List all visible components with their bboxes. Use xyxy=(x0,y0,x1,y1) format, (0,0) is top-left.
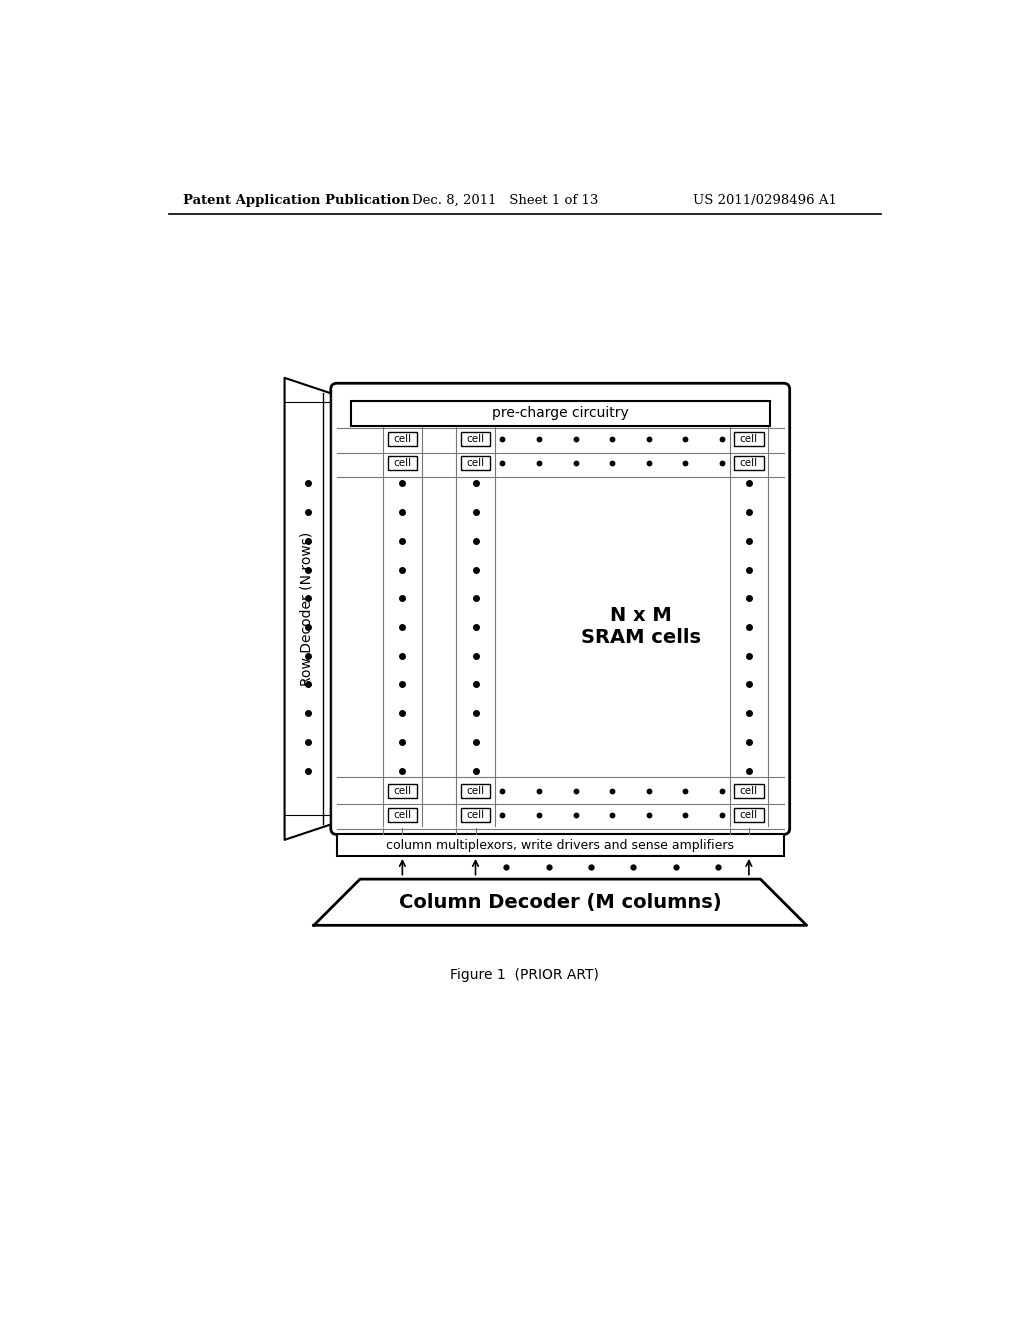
Text: cell: cell xyxy=(467,785,484,796)
Text: cell: cell xyxy=(393,785,412,796)
FancyBboxPatch shape xyxy=(337,834,783,857)
FancyBboxPatch shape xyxy=(461,808,490,822)
FancyBboxPatch shape xyxy=(734,784,764,797)
FancyBboxPatch shape xyxy=(461,784,490,797)
FancyBboxPatch shape xyxy=(461,432,490,446)
FancyBboxPatch shape xyxy=(331,383,790,834)
FancyBboxPatch shape xyxy=(388,808,417,822)
Text: column multiplexors, write drivers and sense amplifiers: column multiplexors, write drivers and s… xyxy=(386,838,734,851)
Text: cell: cell xyxy=(393,434,412,444)
FancyBboxPatch shape xyxy=(388,784,417,797)
FancyBboxPatch shape xyxy=(388,432,417,446)
Text: cell: cell xyxy=(467,810,484,820)
Text: cell: cell xyxy=(467,434,484,444)
Polygon shape xyxy=(285,378,331,840)
Text: cell: cell xyxy=(739,458,758,469)
Text: N x M
SRAM cells: N x M SRAM cells xyxy=(581,606,700,647)
FancyBboxPatch shape xyxy=(734,808,764,822)
Polygon shape xyxy=(313,879,807,925)
Text: cell: cell xyxy=(467,458,484,469)
Text: Dec. 8, 2011   Sheet 1 of 13: Dec. 8, 2011 Sheet 1 of 13 xyxy=(412,194,598,207)
Text: cell: cell xyxy=(739,810,758,820)
Text: cell: cell xyxy=(739,785,758,796)
Text: pre-charge circuitry: pre-charge circuitry xyxy=(492,407,629,420)
Text: Row Decoder (N rows): Row Decoder (N rows) xyxy=(299,532,313,686)
Text: Patent Application Publication: Patent Application Publication xyxy=(183,194,410,207)
FancyBboxPatch shape xyxy=(734,432,764,446)
Text: Figure 1  (PRIOR ART): Figure 1 (PRIOR ART) xyxy=(451,968,599,982)
FancyBboxPatch shape xyxy=(461,457,490,470)
FancyBboxPatch shape xyxy=(351,401,770,425)
FancyBboxPatch shape xyxy=(388,457,417,470)
Text: US 2011/0298496 A1: US 2011/0298496 A1 xyxy=(692,194,837,207)
Text: cell: cell xyxy=(393,458,412,469)
FancyBboxPatch shape xyxy=(734,457,764,470)
Text: cell: cell xyxy=(393,810,412,820)
Text: Column Decoder (M columns): Column Decoder (M columns) xyxy=(399,892,722,912)
Text: cell: cell xyxy=(739,434,758,444)
